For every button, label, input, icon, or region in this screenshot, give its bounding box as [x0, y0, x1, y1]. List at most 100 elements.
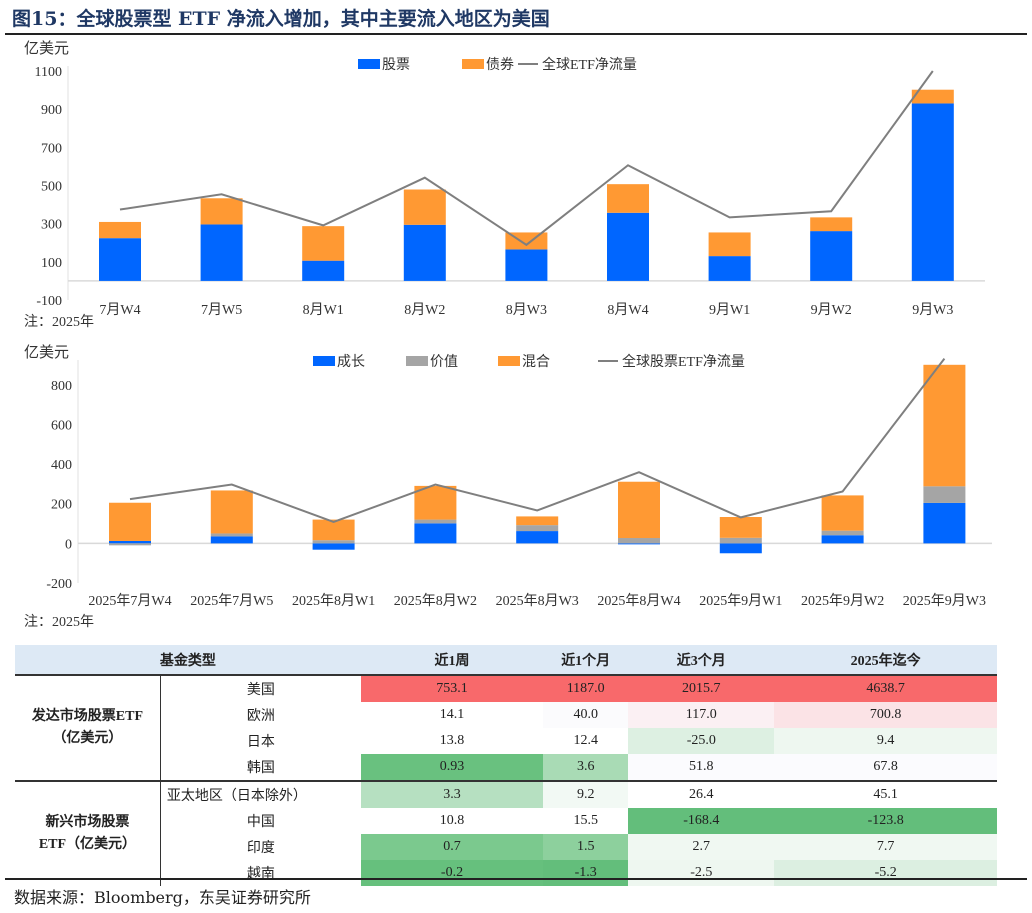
table-row: 发达市场股票ETF （亿美元） 美国 753.1 1187.0 2015.7 4638.7: [15, 675, 997, 781]
value-cell: 10.8: [360, 808, 544, 834]
value-cell: -1.3: [543, 860, 629, 886]
y-tick-label: 300: [41, 218, 62, 233]
x-tick-label: 2025年8月W3: [496, 593, 579, 609]
bar-2-1: [210, 490, 253, 534]
value-cell: 15.5: [543, 808, 629, 834]
value-cell: 3.3: [360, 780, 544, 808]
x-tick-label: 9月W3: [912, 302, 953, 318]
bar-0-5: [618, 543, 660, 545]
value-cell: 1.5: [543, 834, 629, 860]
unit-label: 亿美元: [24, 344, 69, 361]
bar-0-4: [516, 531, 559, 544]
bar-1-2: [302, 226, 345, 261]
value-cell: 14.1: [360, 702, 544, 728]
x-tick-label: 2025年7月W4: [88, 593, 171, 609]
bar-2-7: [821, 495, 864, 531]
value-cell: 13.8: [360, 728, 544, 754]
region-label: 美国: [246, 683, 275, 698]
y-tick-label: -100: [36, 294, 62, 309]
bar-1-7: [821, 530, 864, 536]
bar-1-1: [210, 533, 253, 537]
net-flow-line: [129, 358, 946, 524]
legend-label: 混合: [522, 354, 550, 370]
bar-2-2: [312, 519, 355, 541]
region-label: 越南: [246, 867, 275, 882]
value-cell: -5.2: [774, 860, 997, 886]
legend-label: 债券: [486, 57, 514, 73]
legend-swatch: [462, 59, 484, 69]
value-cell: 753.1: [360, 675, 544, 702]
bar-0-6: [708, 256, 751, 281]
value-cell: 40.0: [543, 702, 629, 728]
x-tick-label: 8月W4: [607, 302, 648, 318]
x-tick-label: 2025年8月W4: [597, 593, 680, 609]
source-note: 数据来源：Bloomberg，东吴证券研究所: [14, 888, 311, 907]
table-row: 韩国 0.93 3.6 51.8 67.8: [15, 754, 997, 781]
region-label: 韩国: [246, 761, 275, 776]
y-tick-label: 900: [41, 103, 62, 118]
x-tick-label: 2025年7月W5: [190, 593, 273, 609]
table-row: 新兴市场股票 ETF（亿美元） 亚太地区（日本除外） 3.3 9.2 26.4 45.1: [15, 780, 997, 886]
value-cell: -123.8: [774, 808, 997, 834]
bar-2-3: [414, 485, 457, 520]
value-cell: 67.8: [774, 754, 997, 781]
value-cell: 4638.7: [774, 675, 997, 702]
bar-2-8: [923, 364, 966, 487]
bar-0-4: [505, 249, 548, 281]
bar-0-3: [403, 224, 446, 281]
x-tick-label: 2025年9月W1: [699, 593, 782, 609]
bar-0-8: [911, 103, 954, 281]
region-label: 印度: [246, 841, 275, 856]
bar-1-4: [516, 525, 559, 532]
bar-0-0: [99, 238, 141, 281]
region-label: 日本: [246, 735, 275, 750]
bar-1-3: [414, 519, 457, 524]
x-tick-label: 2025年8月W2: [394, 593, 477, 609]
legend-label: 股票: [382, 58, 410, 73]
table-row: 欧洲 14.1 40.0 117.0 700.8: [15, 702, 997, 728]
bar-1-5: [618, 538, 660, 544]
group-label: 新兴市场股票 ETF（亿美元）: [15, 780, 161, 886]
y-tick-label: 200: [51, 498, 72, 513]
bar-2-4: [516, 516, 559, 526]
value-cell: 0.7: [360, 834, 544, 860]
header-fund-type: 基金类型: [15, 645, 361, 676]
table-row: 日本 13.8 12.4 -25.0 9.4: [15, 728, 997, 754]
x-tick-label: 8月W3: [506, 302, 547, 318]
table-row: 印度 0.7 1.5 2.7 7.7: [15, 834, 997, 860]
bar-0-5: [607, 212, 649, 281]
legend-swatch: [358, 59, 380, 69]
header-1w: 近1周: [360, 645, 544, 676]
header-1m: 近1个月: [543, 645, 629, 676]
value-cell: 9.4: [774, 728, 997, 754]
table-header-row: 基金类型 近1周 近1个月 近3个月 2025年迄今: [15, 645, 997, 676]
bar-1-8: [911, 89, 954, 104]
legend-swatch: [406, 356, 428, 366]
bar-2-0: [109, 502, 151, 541]
title-rule: [5, 33, 1027, 35]
legend-label: 全球ETF净流量: [542, 56, 637, 73]
value-cell: 7.7: [774, 834, 997, 860]
x-tick-label: 7月W4: [99, 302, 140, 318]
x-tick-label: 9月W2: [811, 302, 852, 318]
bar-1-6: [719, 537, 762, 544]
bar-2-6: [719, 517, 762, 538]
fund-flow-table: 基金类型 近1周 近1个月 近3个月 2025年迄今 发达市场股票ETF （亿美元…: [15, 645, 997, 886]
value-cell: 1187.0: [543, 675, 629, 702]
bar-0-2: [302, 260, 345, 281]
bar-1-8: [923, 486, 966, 503]
region-label: 亚太地区（日本除外）: [160, 780, 361, 808]
legend-label: 全球股票ETF净流量: [622, 353, 745, 370]
legend-swatch: [498, 356, 520, 366]
bar-0-6: [719, 543, 762, 554]
x-tick-label: 2025年8月W1: [292, 593, 375, 609]
chart-note: 注：2025年: [24, 614, 94, 630]
value-cell: 45.1: [774, 780, 997, 808]
bar-1-5: [607, 184, 649, 213]
y-tick-label: 600: [51, 418, 72, 433]
group-label-line: ETF（亿美元）: [38, 837, 137, 852]
chart-note: 注：2025年: [24, 314, 94, 330]
x-tick-label: 9月W1: [709, 302, 750, 318]
